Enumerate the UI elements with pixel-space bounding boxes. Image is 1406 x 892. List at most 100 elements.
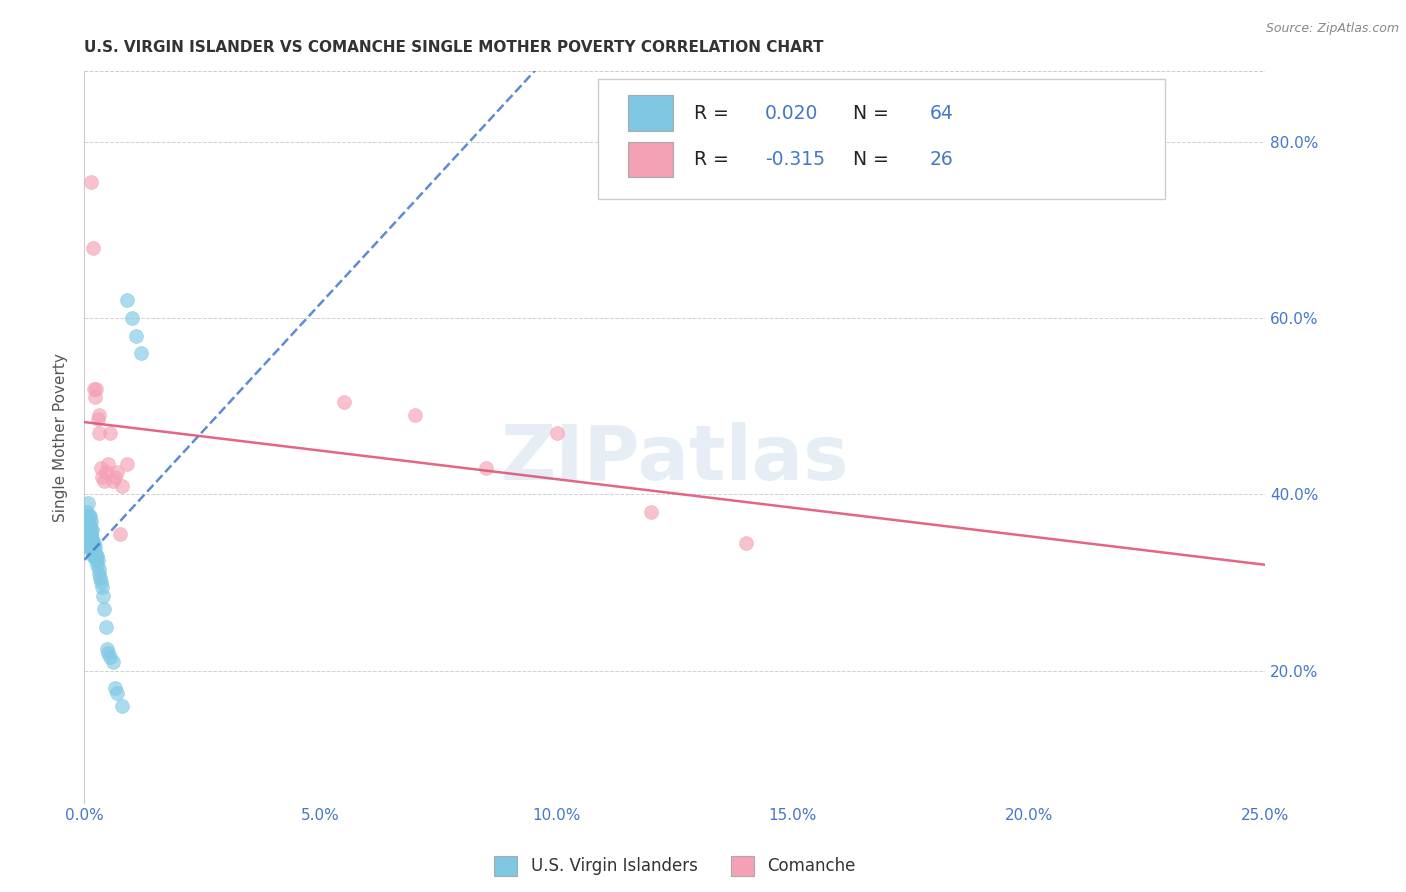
Point	[121, 311, 143, 326]
Point	[75, 536, 97, 550]
Y-axis label: Single Mother Poverty: Single Mother Poverty	[53, 352, 69, 522]
Point	[125, 328, 148, 343]
Point	[98, 650, 121, 665]
Point	[80, 514, 103, 528]
Point	[640, 505, 662, 519]
Point	[107, 686, 129, 700]
Point	[87, 408, 110, 422]
Point	[80, 536, 103, 550]
Point	[82, 536, 104, 550]
Point	[94, 466, 117, 480]
Point	[89, 425, 111, 440]
Text: R =: R =	[693, 150, 735, 169]
Point	[91, 580, 114, 594]
Point	[76, 514, 98, 528]
Point	[83, 391, 105, 405]
Point	[80, 523, 103, 537]
Text: 26: 26	[929, 150, 953, 169]
Point	[76, 523, 98, 537]
FancyBboxPatch shape	[627, 95, 672, 130]
Point	[111, 698, 134, 713]
Point	[79, 540, 101, 554]
Point	[76, 496, 98, 510]
Point	[76, 505, 98, 519]
Point	[80, 540, 103, 554]
Point	[86, 412, 108, 426]
Point	[90, 461, 112, 475]
Point	[91, 469, 114, 483]
FancyBboxPatch shape	[598, 78, 1166, 200]
Point	[77, 523, 100, 537]
Point	[94, 619, 117, 633]
Point	[104, 469, 127, 483]
Point	[77, 527, 100, 541]
Point	[75, 527, 97, 541]
Text: ZIPatlas: ZIPatlas	[501, 422, 849, 496]
Text: U.S. VIRGIN ISLANDER VS COMANCHE SINGLE MOTHER POVERTY CORRELATION CHART: U.S. VIRGIN ISLANDER VS COMANCHE SINGLE …	[84, 40, 824, 55]
Point	[86, 549, 108, 563]
Point	[86, 553, 108, 567]
Point	[96, 641, 118, 656]
Point	[77, 532, 100, 546]
Point	[84, 549, 107, 563]
Point	[82, 532, 104, 546]
Point	[82, 549, 104, 563]
Point	[82, 540, 104, 554]
Point	[76, 518, 98, 533]
Point	[84, 382, 107, 396]
Point	[83, 544, 105, 558]
Point	[89, 562, 111, 576]
Point	[83, 540, 105, 554]
Point	[104, 681, 127, 696]
Point	[115, 293, 138, 308]
Legend: U.S. Virgin Islanders, Comanche: U.S. Virgin Islanders, Comanche	[488, 850, 862, 882]
Point	[475, 461, 498, 475]
Point	[91, 589, 114, 603]
Point	[546, 425, 568, 440]
Point	[87, 566, 110, 581]
Point	[83, 382, 105, 396]
Point	[77, 536, 100, 550]
Point	[76, 514, 98, 528]
Point	[97, 457, 120, 471]
Point	[404, 408, 426, 422]
Point	[97, 646, 120, 660]
Point	[80, 532, 103, 546]
Point	[79, 509, 101, 524]
Point	[79, 527, 101, 541]
Point	[83, 536, 105, 550]
Point	[79, 523, 101, 537]
Point	[101, 474, 124, 488]
Text: 0.020: 0.020	[765, 103, 818, 122]
Point	[83, 549, 105, 563]
Point	[84, 553, 107, 567]
Point	[80, 174, 103, 188]
Point	[77, 536, 100, 550]
Point	[84, 544, 107, 558]
Point	[101, 655, 124, 669]
Point	[89, 571, 111, 585]
Point	[115, 457, 138, 471]
Point	[75, 518, 97, 533]
Point	[77, 540, 100, 554]
Point	[82, 241, 104, 255]
Point	[82, 544, 104, 558]
Point	[93, 602, 115, 616]
Point	[77, 509, 100, 524]
Text: Source: ZipAtlas.com: Source: ZipAtlas.com	[1265, 22, 1399, 36]
Point	[333, 394, 356, 409]
Point	[111, 478, 134, 492]
Point	[93, 474, 115, 488]
Point	[75, 509, 97, 524]
Point	[108, 527, 131, 541]
Point	[734, 536, 756, 550]
Text: N =: N =	[853, 150, 896, 169]
Point	[86, 558, 108, 572]
Text: N =: N =	[853, 103, 896, 122]
Point	[77, 518, 100, 533]
Point	[98, 425, 121, 440]
Point	[80, 527, 103, 541]
Point	[79, 536, 101, 550]
Text: 64: 64	[929, 103, 953, 122]
Text: R =: R =	[693, 103, 735, 122]
